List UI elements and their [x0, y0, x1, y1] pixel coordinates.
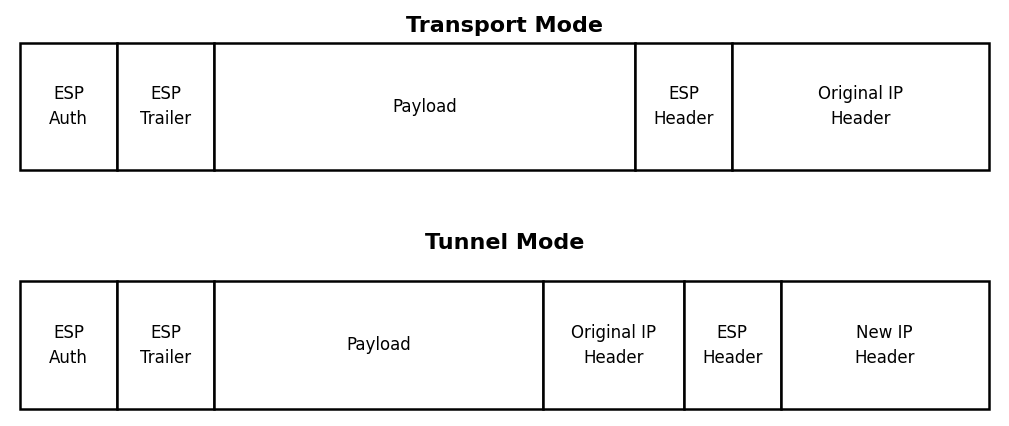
FancyBboxPatch shape [214, 281, 543, 409]
FancyBboxPatch shape [117, 281, 214, 409]
Text: Payload: Payload [393, 98, 457, 115]
FancyBboxPatch shape [543, 281, 684, 409]
Text: ESP
Header: ESP Header [702, 324, 763, 366]
FancyBboxPatch shape [20, 43, 117, 170]
Text: ESP
Header: ESP Header [654, 85, 714, 128]
Text: Tunnel Mode: Tunnel Mode [425, 233, 584, 253]
Text: ESP
Trailer: ESP Trailer [140, 85, 191, 128]
Text: ESP
Trailer: ESP Trailer [140, 324, 191, 366]
FancyBboxPatch shape [214, 43, 636, 170]
FancyBboxPatch shape [781, 281, 989, 409]
FancyBboxPatch shape [117, 43, 214, 170]
Text: New IP
Header: New IP Header [855, 324, 915, 366]
FancyBboxPatch shape [20, 281, 117, 409]
Text: ESP
Auth: ESP Auth [49, 324, 88, 366]
Text: Original IP
Header: Original IP Header [818, 85, 903, 128]
Text: ESP
Auth: ESP Auth [49, 85, 88, 128]
Text: Original IP
Header: Original IP Header [571, 324, 656, 366]
FancyBboxPatch shape [684, 281, 781, 409]
Text: Payload: Payload [346, 336, 411, 354]
FancyBboxPatch shape [636, 43, 733, 170]
Text: Transport Mode: Transport Mode [406, 17, 603, 36]
FancyBboxPatch shape [733, 43, 989, 170]
